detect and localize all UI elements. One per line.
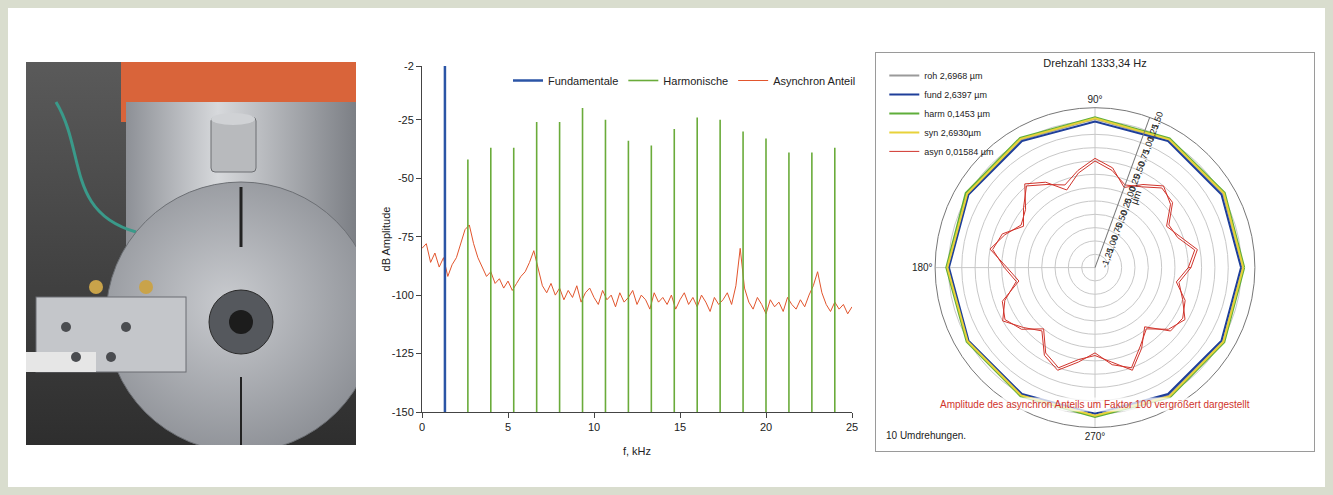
svg-text:roh 2,6968 µm: roh 2,6968 µm [924, 71, 982, 81]
svg-text:1,25: 1,25 [1145, 123, 1160, 143]
svg-text:180°: 180° [912, 262, 933, 273]
svg-text:asyn 0,01584 µm: asyn 0,01584 µm [924, 147, 993, 157]
svg-text:-50: -50 [398, 172, 414, 184]
svg-text:Drehzahl 1333,34 Hz: Drehzahl 1333,34 Hz [1043, 57, 1146, 69]
svg-text:20: 20 [760, 421, 772, 433]
svg-text:10 Umdrehungen.: 10 Umdrehungen. [886, 430, 966, 441]
svg-text:µm: µm [1128, 189, 1143, 206]
svg-text:270°: 270° [1085, 431, 1106, 442]
svg-text:dB Amplitude: dB Amplitude [380, 207, 392, 272]
svg-text:f, kHz: f, kHz [623, 445, 651, 457]
svg-text:25: 25 [846, 421, 858, 433]
svg-text:-125: -125 [392, 347, 414, 359]
svg-text:-1,00: -1,00 [1104, 234, 1120, 257]
svg-text:syn 2,6930µm: syn 2,6930µm [924, 128, 981, 138]
svg-text:-0,25: -0,25 [1117, 196, 1133, 219]
svg-text:-75: -75 [398, 231, 414, 243]
svg-text:fund 2,6397 µm: fund 2,6397 µm [924, 90, 987, 100]
svg-text:10: 10 [588, 421, 600, 433]
svg-text:1,50: 1,50 [1150, 110, 1165, 130]
svg-text:1,00: 1,00 [1141, 135, 1156, 155]
svg-text:Asynchron Anteil: Asynchron Anteil [773, 75, 855, 87]
svg-text:harm 0,1453 µm: harm 0,1453 µm [924, 109, 990, 119]
svg-text:Fundamentale: Fundamentale [548, 75, 618, 87]
svg-text:15: 15 [674, 421, 686, 433]
svg-text:-25: -25 [398, 114, 414, 126]
svg-text:5: 5 [505, 421, 511, 433]
svg-text:Harmonische: Harmonische [663, 75, 728, 87]
svg-text:-100: -100 [392, 289, 414, 301]
svg-text:90°: 90° [1087, 94, 1102, 105]
svg-text:0,25: 0,25 [1127, 173, 1142, 193]
svg-text:-150: -150 [392, 406, 414, 418]
svg-text:-2: -2 [404, 60, 414, 72]
svg-text:0,50: 0,50 [1132, 160, 1147, 180]
svg-text:-0,50: -0,50 [1113, 209, 1129, 232]
svg-text:-0,75: -0,75 [1108, 222, 1124, 245]
svg-text:0,75: 0,75 [1136, 148, 1151, 168]
svg-text:0: 0 [419, 421, 425, 433]
svg-text:Amplitude des asynchron Anteil: Amplitude des asynchron Anteils um Fakto… [940, 399, 1250, 410]
svg-text:-1,25: -1,25 [1099, 247, 1115, 270]
svg-text:0,00: 0,00 [1122, 185, 1137, 205]
